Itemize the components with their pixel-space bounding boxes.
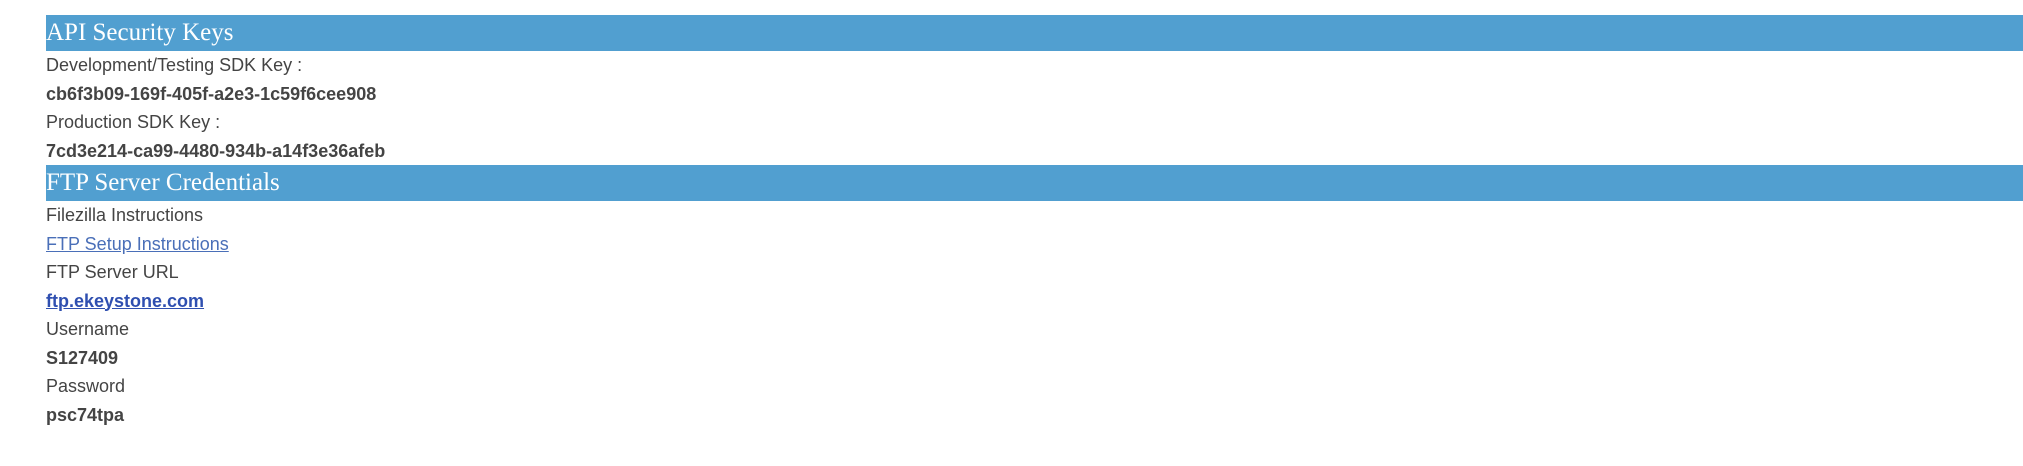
- dev-sdk-key-value: cb6f3b09-169f-405f-a2e3-1c59f6cee908: [46, 83, 377, 104]
- username-label: Username: [46, 319, 130, 339]
- credentials-panel: API Security Keys Development/Testing SD…: [46, 15, 2023, 429]
- ftp-server-url-label: FTP Server URL: [46, 262, 179, 282]
- password-value: psc74tpa: [46, 404, 125, 425]
- ftp-setup-instructions-link[interactable]: FTP Setup Instructions: [46, 233, 229, 254]
- prod-sdk-key-label: Production SDK Key :: [46, 112, 221, 132]
- password-label: Password: [46, 376, 126, 396]
- ftp-credentials-header: FTP Server Credentials: [46, 165, 2023, 201]
- ftp-setup-link-row: FTP Setup Instructions: [46, 230, 2023, 259]
- api-security-keys-header: API Security Keys: [46, 15, 2023, 51]
- prod-sdk-key-value: 7cd3e214-ca99-4480-934b-a14f3e36afeb: [46, 140, 386, 161]
- username-value: S127409: [46, 347, 119, 368]
- filezilla-instructions-label: Filezilla Instructions: [46, 205, 204, 225]
- dev-sdk-key-label: Development/Testing SDK Key :: [46, 55, 303, 75]
- ftp-server-url-row: ftp.ekeystone.com: [46, 287, 2023, 316]
- ftp-server-url-link[interactable]: ftp.ekeystone.com: [46, 290, 205, 311]
